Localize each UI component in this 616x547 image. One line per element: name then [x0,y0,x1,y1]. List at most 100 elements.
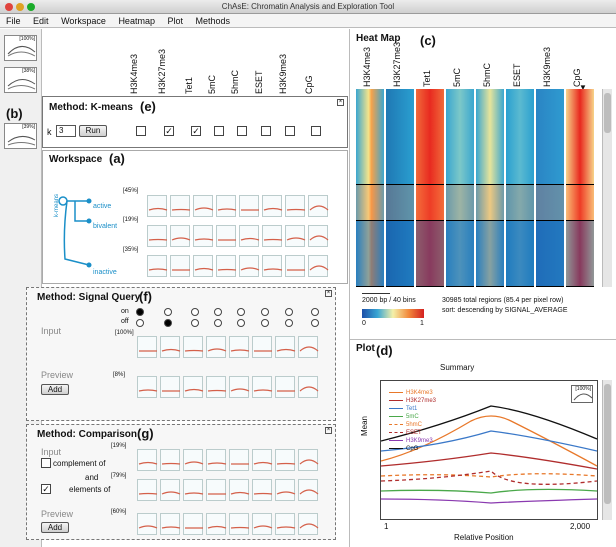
plot-series-line[interactable] [380,473,598,478]
legend-entry[interactable]: 5hmC [389,419,422,428]
spark-cell [183,513,203,535]
off-radio[interactable] [261,319,269,327]
cluster-checkbox[interactable] [285,126,295,136]
sidebar-thumbnail-1[interactable]: [100%] [4,35,37,61]
plot-thumbnail[interactable]: [100%] [571,385,593,403]
scrollbar-thumb[interactable] [604,93,611,133]
add-button[interactable]: Add [41,384,69,395]
menu-edit[interactable]: Edit [33,16,49,26]
heatmap-column[interactable] [536,89,564,287]
heatmap-cluster-band [506,89,534,185]
legend-entry[interactable]: H3K4me3 [389,387,433,396]
spark-row[interactable] [137,479,327,501]
sidebar-thumbnail-2[interactable]: [38%] [4,67,37,93]
on-radio[interactable] [285,308,293,316]
legend-entry[interactable]: ESET [389,427,422,436]
heatmap-column-label[interactable]: H3K4me3 [362,46,372,87]
close-icon[interactable]: × [325,427,332,434]
cluster-checkbox[interactable] [237,126,247,136]
heatmap-column[interactable] [506,89,534,287]
spark-row[interactable] [137,513,327,535]
sparkline-icon [194,267,214,271]
heatmap-column-label[interactable]: 5mC [452,67,462,87]
cluster-label-bivalent[interactable]: bivalent [93,223,118,230]
cluster-checkbox[interactable] [136,126,146,136]
off-radio[interactable] [164,319,172,327]
off-radio[interactable] [136,319,144,327]
on-radio[interactable] [136,308,144,316]
on-radio[interactable] [191,308,199,316]
cluster-checkbox[interactable]: ✓ [191,126,201,136]
legend-entry[interactable]: H3K9me3 [389,435,433,444]
heatmap-column[interactable] [386,89,414,287]
scrollbar-thumb[interactable] [604,384,611,504]
heatmap-column-label[interactable]: ESET [512,63,522,87]
run-button[interactable]: Run [79,125,107,137]
heatmap-column-label[interactable]: H3K9me3 [542,46,552,87]
spark-row[interactable] [137,449,327,471]
menu-heatmap[interactable]: Heatmap [118,16,155,26]
heatmap-column-label[interactable]: 5hmC [482,62,492,87]
menu-methods[interactable]: Methods [195,16,231,26]
on-radio[interactable] [214,308,222,316]
plot-series-line[interactable] [380,415,598,467]
heatmap-column[interactable] [446,89,474,287]
legend-entry[interactable]: 5mC [389,411,419,420]
close-icon[interactable]: × [337,99,344,106]
heatmap-column-label[interactable]: Tet1 [422,69,432,87]
minimize-window-icon[interactable] [16,3,24,11]
menu-file[interactable]: File [6,16,21,26]
legend-entry[interactable]: Tet1 [389,403,417,412]
add-button[interactable]: Add [41,522,69,533]
cluster-checkbox[interactable] [261,126,271,136]
off-radio[interactable] [237,319,245,327]
plot-series-line[interactable] [380,405,598,442]
spark-row[interactable] [137,336,327,358]
on-radio[interactable] [164,308,172,316]
cluster-checkbox[interactable] [311,126,321,136]
heatmap-column[interactable] [356,89,384,287]
cluster-checkbox[interactable]: ✓ [164,126,174,136]
spark-row[interactable] [137,376,327,398]
heatmap-column[interactable] [416,89,444,287]
elements-checkbox[interactable]: ✓ [41,484,51,494]
spark-row[interactable] [147,225,337,247]
spark-cell [298,336,319,358]
cluster-label-active[interactable]: active [93,203,112,210]
comparison-letter: (g) [137,426,154,441]
zoom-window-icon[interactable] [27,3,35,11]
off-radio[interactable] [214,319,222,327]
plot-series-line[interactable] [380,498,598,504]
menu-plot[interactable]: Plot [167,16,183,26]
heatmap-column[interactable] [476,89,504,287]
plot-series-line[interactable] [380,430,598,452]
off-radio[interactable] [191,319,199,327]
plot-scrollbar[interactable] [602,380,612,520]
heatmap-scrollbar[interactable] [602,89,612,287]
sidebar-thumbnail-3[interactable]: [39%] [4,123,37,149]
plot-series-line[interactable] [380,488,598,494]
cluster-checkbox[interactable] [214,126,224,136]
close-window-icon[interactable] [5,3,13,11]
legend-entry[interactable]: CpG [389,443,418,452]
on-radio[interactable] [261,308,269,316]
off-radio[interactable] [285,319,293,327]
complement-checkbox[interactable] [41,458,51,468]
menu-workspace[interactable]: Workspace [61,16,106,26]
close-icon[interactable]: × [325,290,332,297]
k-stepper[interactable]: 3 [56,125,76,137]
plot-series-line[interactable] [380,452,598,470]
sort-label[interactable]: sort: descending by SIGNAL_AVERAGE [442,307,568,314]
spark-row[interactable] [147,255,337,277]
cluster-label-inactive[interactable]: inactive [93,269,117,276]
plot-series-line[interactable] [380,470,598,485]
on-radio[interactable] [237,308,245,316]
heatmap-column-label[interactable]: H3K27me3 [392,41,402,87]
sort-marker-icon[interactable]: ▼ [579,83,587,92]
sparkline-icon [254,350,272,352]
off-radio[interactable] [311,319,319,327]
legend-entry[interactable]: H3K27me3 [389,395,436,404]
spark-row[interactable] [147,195,337,217]
on-radio[interactable] [311,308,319,316]
heatmap-column[interactable] [566,89,594,287]
